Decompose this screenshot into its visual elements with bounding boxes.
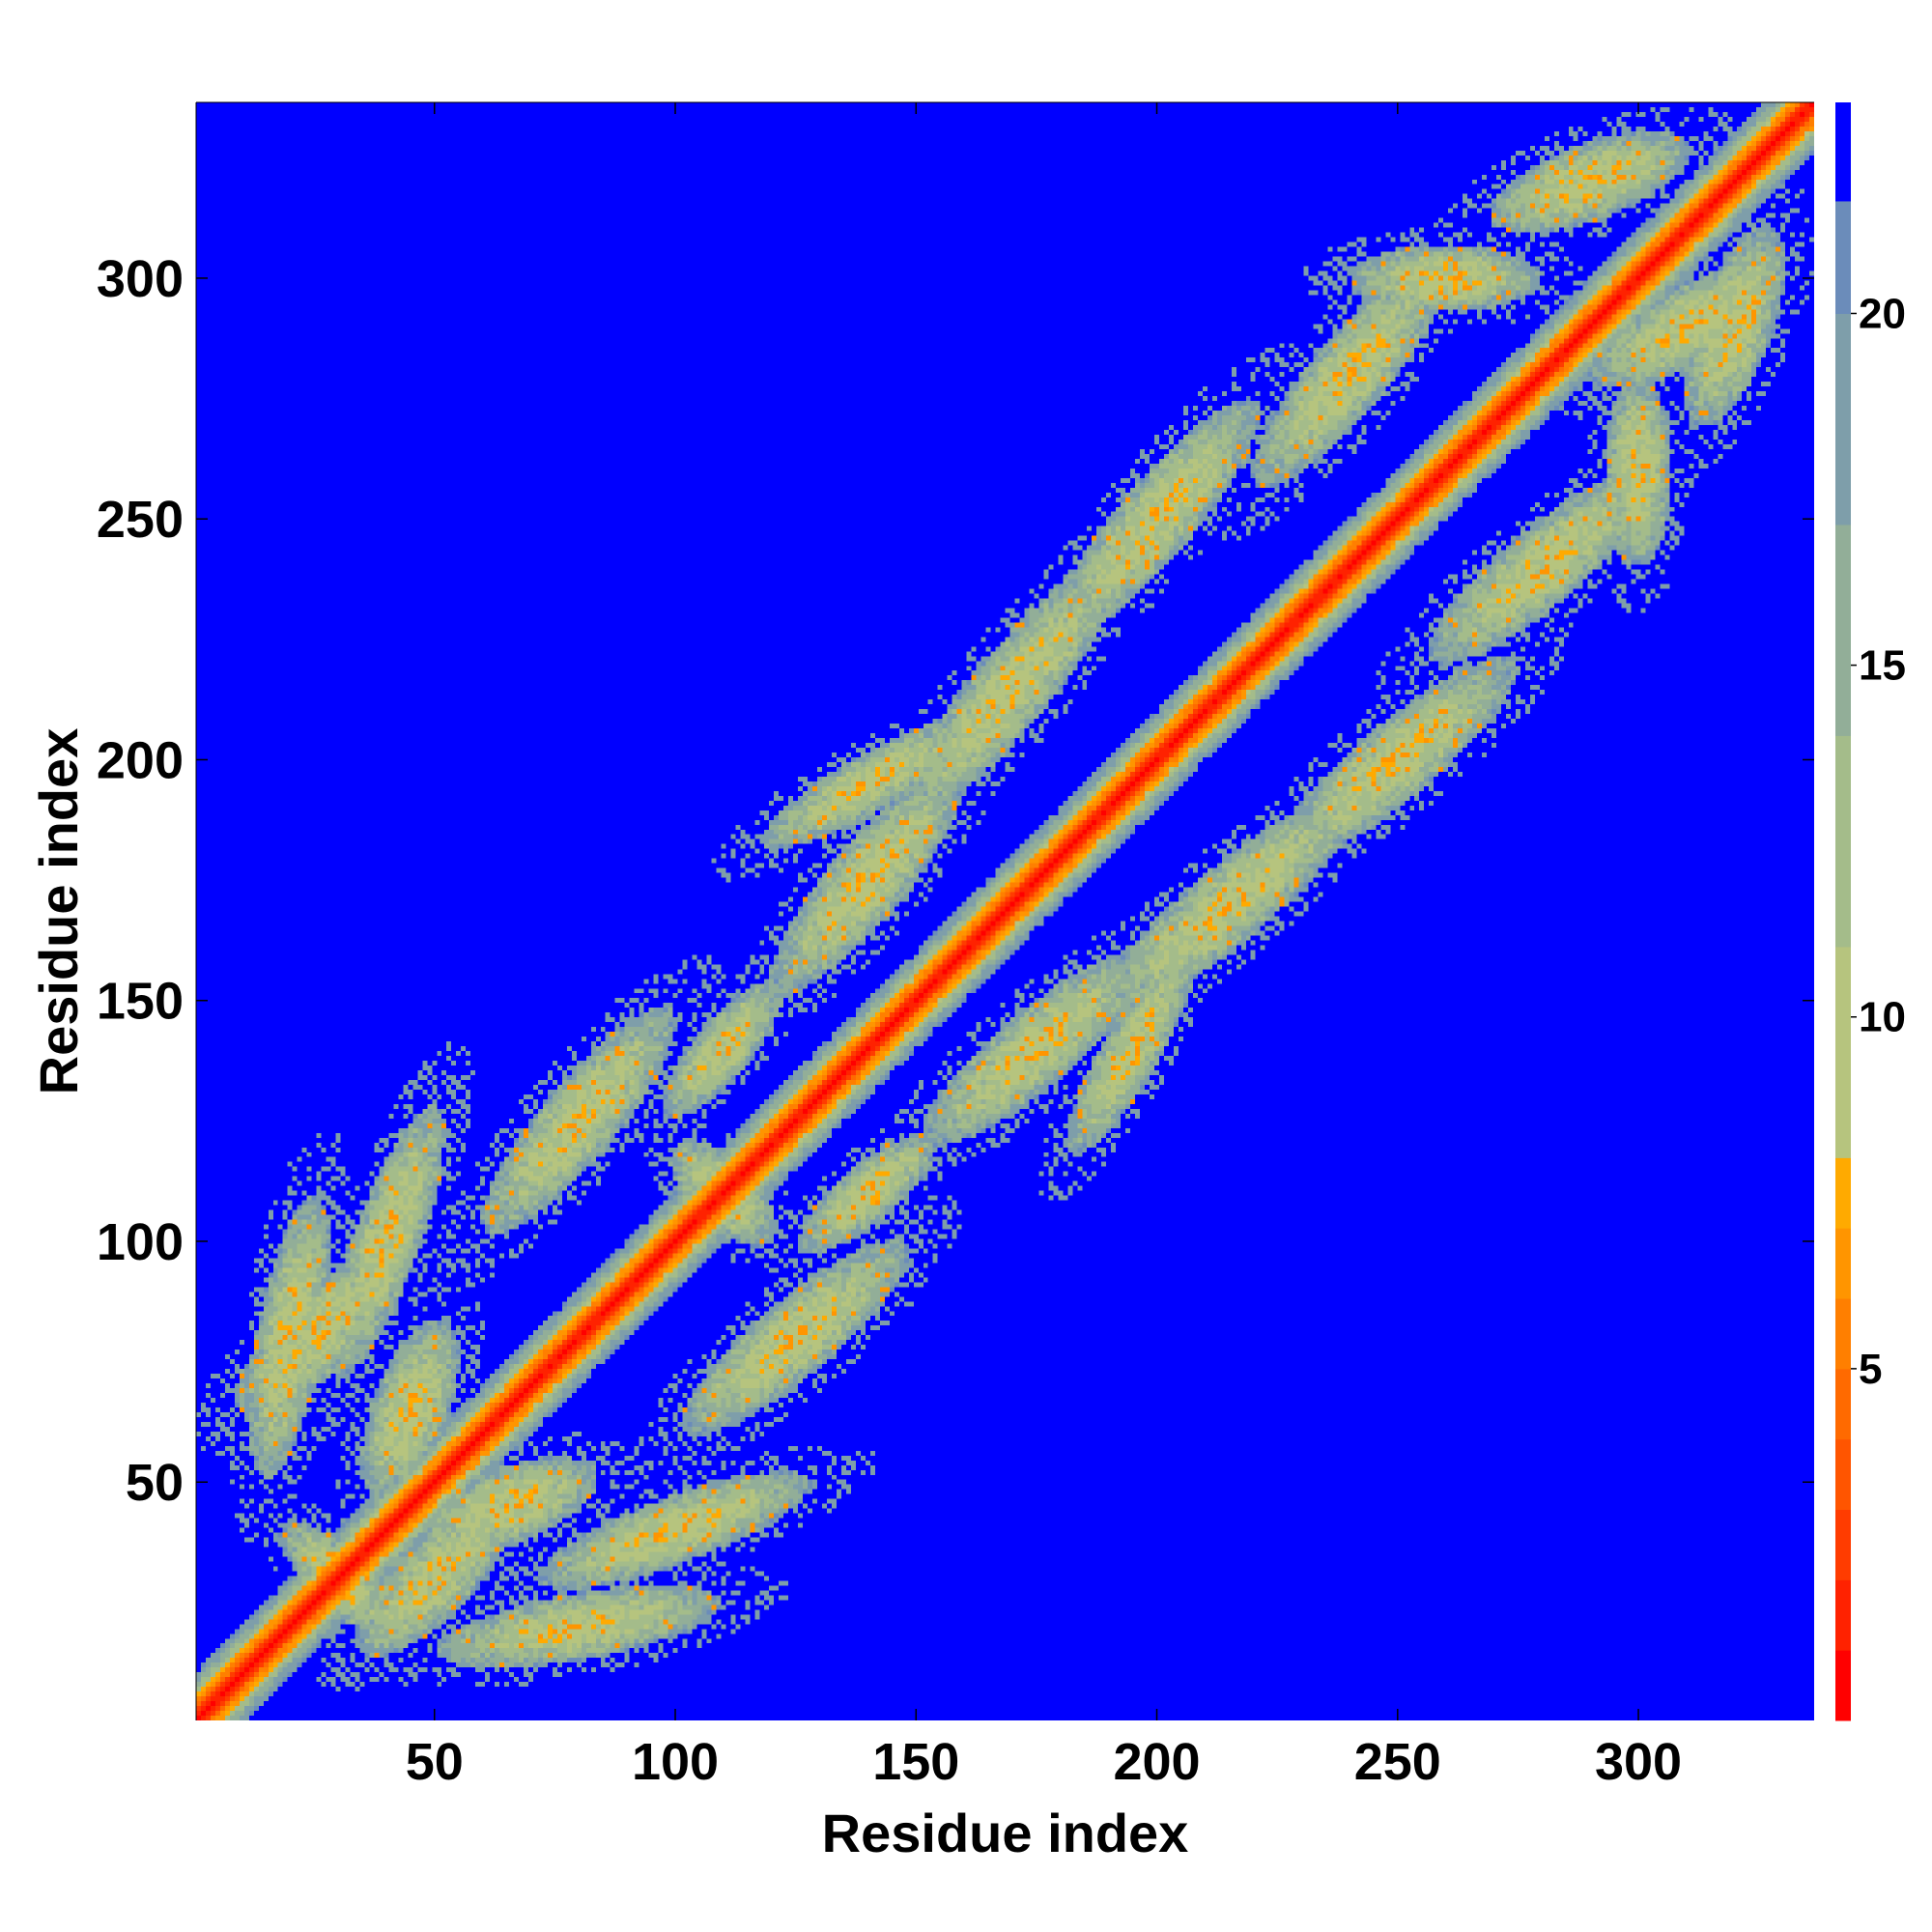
- x-tick-label-250: 250: [1354, 1733, 1441, 1791]
- colorbar-band-8: [1835, 946, 1851, 1158]
- x-tick-label-200: 200: [1113, 1733, 1200, 1791]
- y-axis-title: Residue index: [28, 728, 89, 1095]
- colorbar: 5 10 15 20: [1835, 102, 1906, 1721]
- x-tick-label-300: 300: [1595, 1733, 1682, 1791]
- y-tick-label-50: 50: [126, 1454, 184, 1512]
- colorbar-tick-label-15: 15: [1859, 642, 1906, 690]
- colorbar-tick-label-20: 20: [1859, 290, 1906, 337]
- x-axis-title: Residue index: [822, 1803, 1189, 1863]
- x-tick-label-50: 50: [406, 1733, 464, 1791]
- colorbar-band-12: [1835, 200, 1851, 314]
- colorbar-band-1: [1835, 1579, 1851, 1651]
- colorbar-band-5: [1835, 1298, 1851, 1370]
- y-tick-label-150: 150: [97, 973, 184, 1031]
- colorbar-band-9: [1835, 735, 1851, 948]
- colorbar-tick-label-10: 10: [1859, 994, 1906, 1041]
- colorbar-band-2: [1835, 1509, 1851, 1580]
- colorbar-band-11: [1835, 313, 1851, 526]
- heatmap-cells: [196, 102, 1814, 1720]
- y-tick-label-250: 250: [97, 491, 184, 549]
- y-tick-label-200: 200: [97, 731, 184, 789]
- x-tick-label-100: 100: [632, 1733, 719, 1791]
- colorbar-tick-label-5: 5: [1859, 1346, 1882, 1393]
- y-tick-label-300: 300: [97, 250, 184, 308]
- x-tick-label-150: 150: [872, 1733, 959, 1791]
- colorbar-band-6: [1835, 1228, 1851, 1299]
- colorbar-band-10: [1835, 524, 1851, 736]
- colorbar-band-3: [1835, 1438, 1851, 1511]
- y-tick-label-100: 100: [97, 1213, 184, 1271]
- axes: 50 100 150 200 250 300 50 100 150 200 250 300: [97, 101, 1814, 1791]
- heatmap-area: [196, 102, 1814, 1720]
- colorbar-band-13: [1835, 102, 1851, 202]
- colorbar-band-0: [1835, 1650, 1851, 1721]
- colorbar-band-7: [1835, 1157, 1851, 1229]
- colorbar-band-4: [1835, 1368, 1851, 1440]
